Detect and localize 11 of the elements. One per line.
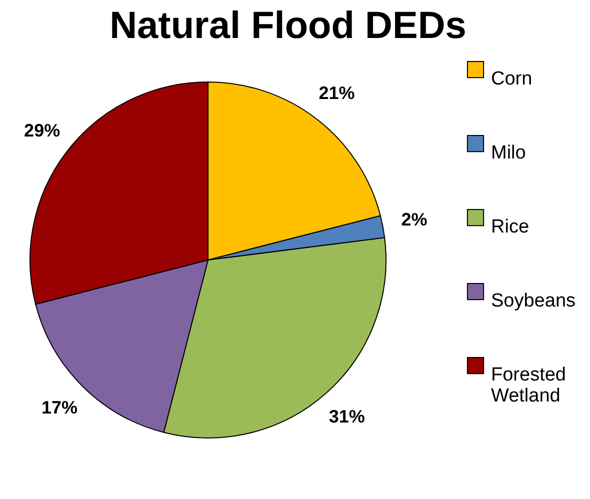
data-label: 29% [24, 120, 60, 140]
data-label: 17% [41, 397, 78, 418]
legend-label: Corn [491, 68, 532, 90]
legend-label: Rice [491, 216, 530, 238]
chart-title: Natural Flood DEDs [110, 5, 466, 47]
data-label: 2% [401, 210, 428, 230]
legend-label: Soybeans [491, 290, 576, 312]
data-label: 31% [328, 406, 365, 427]
legend-label: Forested Wetland [491, 364, 566, 406]
legend-label: Milo [491, 142, 526, 164]
data-label: 21% [318, 83, 355, 104]
